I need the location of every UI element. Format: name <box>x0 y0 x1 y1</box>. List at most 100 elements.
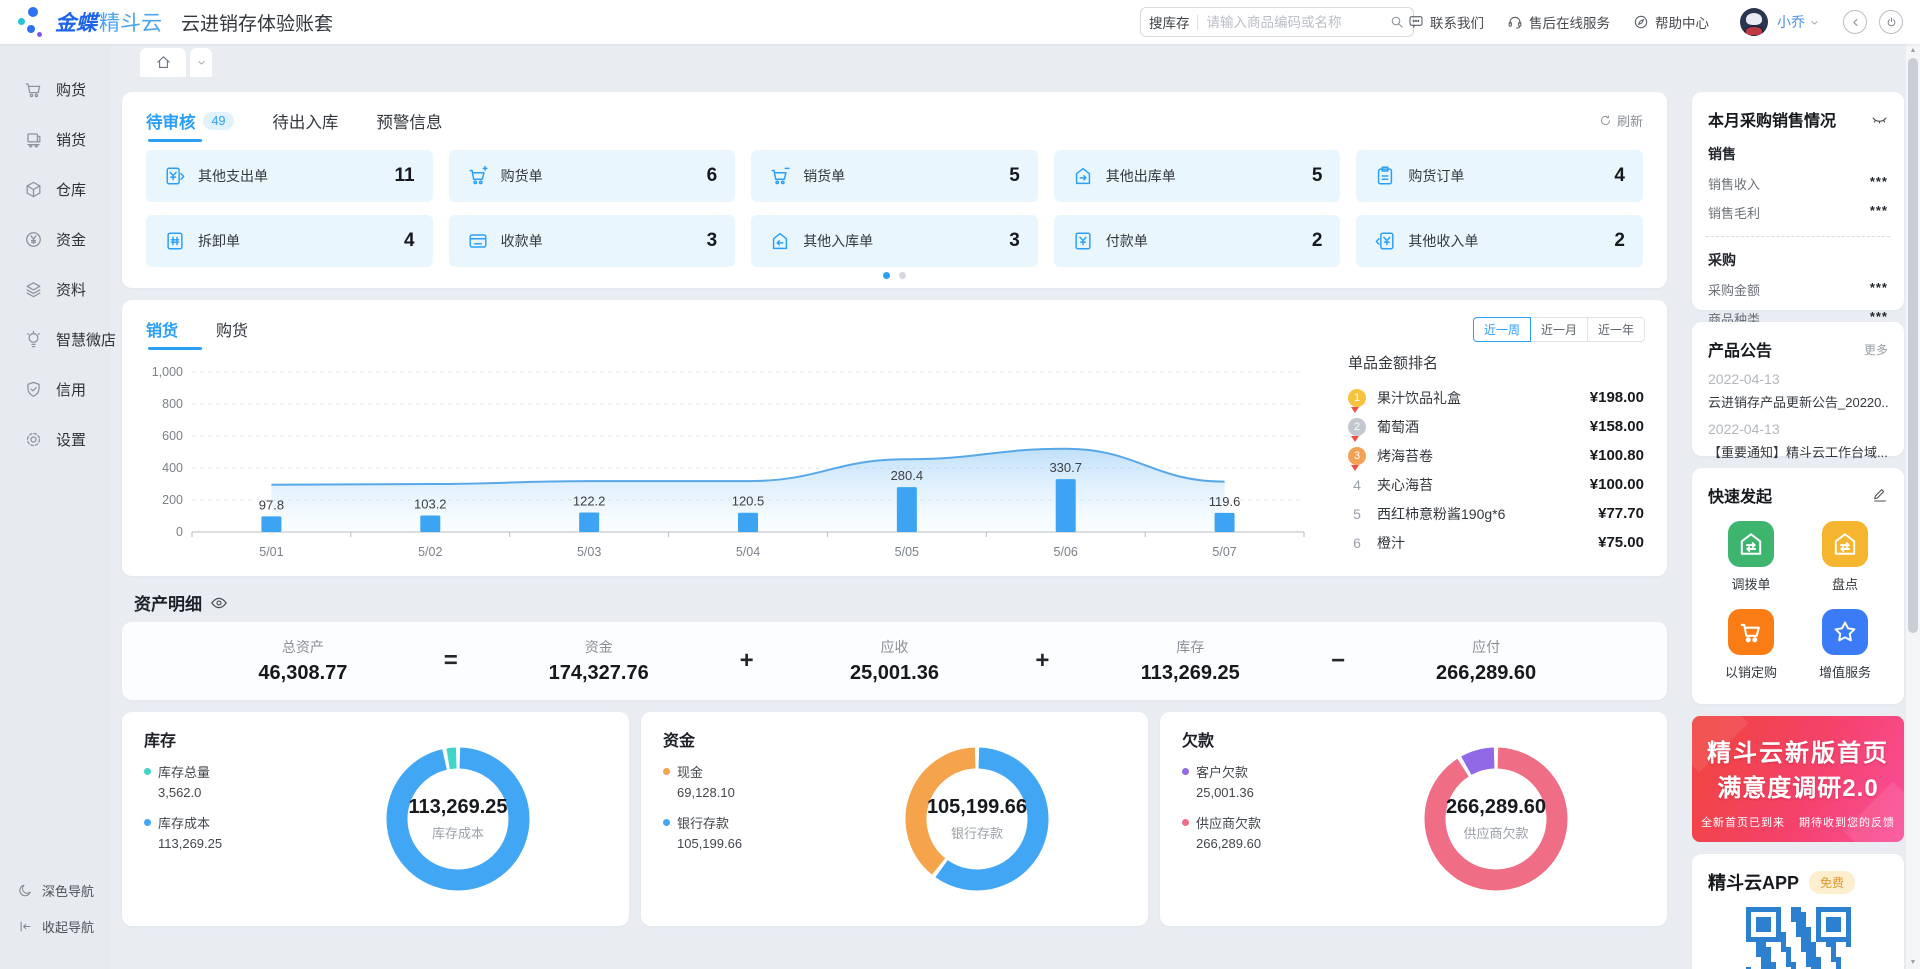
scroll-up-arrow[interactable]: ▲ <box>1906 47 1920 54</box>
search-input[interactable] <box>1205 14 1383 31</box>
assets-title-text: 资产明细 <box>134 590 202 615</box>
donut-chart-debt <box>1413 736 1579 902</box>
sidebar-item-funds[interactable]: 资金 <box>0 226 110 252</box>
ranking-list: 单品金额排名 1果汁饮品礼盒¥198.002葡萄酒¥158.003烤海苔卷¥10… <box>1348 352 1644 557</box>
todo-card-payment-bill[interactable]: 付款单2 <box>1054 215 1341 267</box>
equation-operator: − <box>1331 647 1345 675</box>
sidebar-footer-collapse-nav[interactable]: 收起导航 <box>0 915 110 937</box>
quick-action-stocktake[interactable]: 盘点 <box>1798 521 1892 593</box>
todo-card-label: 其他入库单 <box>803 231 997 251</box>
asset-card-funds: 资金 现金69,128.10银行存款105,199.66 105,199.66银… <box>641 712 1148 926</box>
todo-card-label: 销货单 <box>803 166 997 186</box>
refresh-button[interactable]: 刷新 <box>1599 111 1643 130</box>
ranking-title: 单品金额排名 <box>1348 352 1644 373</box>
todo-card-other-outbound-bill[interactable]: 其他出库单5 <box>1054 150 1341 202</box>
home-icon <box>155 54 172 71</box>
svg-text:5/05: 5/05 <box>895 545 919 559</box>
sidebar-item-data[interactable]: 资料 <box>0 276 110 302</box>
todo-card-disassembly-bill[interactable]: 拆卸单4 <box>146 215 433 267</box>
header-link-help-center[interactable]: 帮助中心 <box>1633 12 1709 32</box>
eye-closed-icon[interactable] <box>1871 111 1888 128</box>
app-panel-title: 精斗云APP <box>1708 869 1799 895</box>
pencil-icon[interactable] <box>1872 487 1888 503</box>
workspace-tabstrip <box>110 44 1920 77</box>
donut-legend: 现金69,128.10银行存款105,199.66 <box>663 762 742 864</box>
product-name: 夹心海苔 <box>1377 475 1579 495</box>
inventory-search[interactable]: 搜库存 <box>1140 7 1414 37</box>
scrollbar-thumb[interactable] <box>1908 58 1918 633</box>
todo-card-other-income-bill[interactable]: 其他收入单2 <box>1356 215 1643 267</box>
todo-card-other-expense-bill[interactable]: 其他支出单11 <box>146 150 433 202</box>
eye-icon[interactable] <box>210 594 228 612</box>
ranking-item[interactable]: 4夹心海苔¥100.00 <box>1348 470 1644 499</box>
todo-card-count: 6 <box>707 165 718 187</box>
sidebar-item-credit[interactable]: 信用 <box>0 376 110 402</box>
back-button[interactable] <box>1843 10 1867 34</box>
donut-chart-funds <box>894 736 1060 902</box>
todo-card-receipt-bill[interactable]: 收款单3 <box>449 215 736 267</box>
avatar[interactable] <box>1740 8 1768 36</box>
stat-value-masked: *** <box>1870 203 1888 222</box>
tab-list-dropdown[interactable] <box>190 48 212 77</box>
page-dot-2[interactable] <box>899 272 906 279</box>
sidebar-item-sale[interactable]: 销货 <box>0 126 110 152</box>
quick-action-order-by-sale[interactable]: 以销定购 <box>1704 609 1798 681</box>
todo-card-count: 4 <box>1614 165 1625 187</box>
ranking-item[interactable]: 6橙汁¥75.00 <box>1348 528 1644 557</box>
search-scope-label[interactable]: 搜库存 <box>1149 12 1190 32</box>
user-name: 小乔 <box>1777 12 1805 32</box>
survey-banner[interactable]: 精斗云新版首页 满意度调研2.0 全新首页已到来 期待收到您的反馈 <box>1692 716 1904 842</box>
ranking-item[interactable]: 3烤海苔卷¥100.80 <box>1348 441 1644 470</box>
svg-text:600: 600 <box>162 429 183 443</box>
equation-label: 应付 <box>1426 637 1546 657</box>
news-item[interactable]: 2022-04-13云进销存产品更新公告_20220... <box>1692 361 1904 411</box>
ranking-item[interactable]: 2葡萄酒¥158.00 <box>1348 412 1644 441</box>
quick-action-value-added-service[interactable]: 增值服务 <box>1798 609 1892 681</box>
equation-item-inventory: 库存113,269.25 <box>1130 637 1250 685</box>
tab-warning-info[interactable]: 预警信息 <box>376 109 442 133</box>
donut-chart-inventory <box>375 736 541 902</box>
search-icon[interactable] <box>1389 14 1405 30</box>
equation-label: 应收 <box>834 637 954 657</box>
filter-last-year[interactable]: 近一年 <box>1587 317 1645 342</box>
scroll-down-arrow[interactable]: ▼ <box>1906 959 1920 966</box>
trend-tab-sale[interactable]: 销货 <box>146 317 178 341</box>
ranking-item[interactable]: 1果汁饮品礼盒¥198.00 <box>1348 383 1644 412</box>
sidebar-item-warehouse[interactable]: 仓库 <box>0 176 110 202</box>
home-tab[interactable] <box>140 48 186 77</box>
logout-button[interactable] <box>1879 10 1903 34</box>
equation-item-payable: 应付266,289.60 <box>1426 637 1546 685</box>
page-dot-1[interactable] <box>883 272 890 279</box>
trend-tab-purchase[interactable]: 购货 <box>216 317 248 341</box>
more-link[interactable]: 更多 <box>1864 341 1888 358</box>
sidebar-item-microstore[interactable]: 智慧微店 <box>0 326 110 352</box>
todo-card-label: 收款单 <box>501 231 695 251</box>
tab-pending-audit[interactable]: 待审核49 <box>146 109 234 133</box>
quick-launch-panel: 快速发起 调拨单盘点以销定购增值服务 <box>1692 468 1904 704</box>
news-item[interactable]: 2022-04-13【重要通知】精斗云工作台域... <box>1692 411 1904 461</box>
header-link-after-sales-service[interactable]: 售后在线服务 <box>1507 12 1610 32</box>
moon-icon <box>18 883 33 898</box>
filter-last-month[interactable]: 近一月 <box>1530 317 1588 342</box>
quick-action-transfer-bill[interactable]: 调拨单 <box>1704 521 1798 593</box>
ranking-item[interactable]: 5西红柿意粉酱190g*6¥77.70 <box>1348 499 1644 528</box>
sidebar-item-purchase[interactable]: 购货 <box>0 76 110 102</box>
todo-card-other-inbound-bill[interactable]: 其他入库单 3 <box>751 215 1038 267</box>
svg-text:280.4: 280.4 <box>891 468 924 483</box>
sales-trend-chart: 02004006008001,00097.8103.2122.2120.5280… <box>140 352 1330 562</box>
todo-card-purchase-bill[interactable]: 购货单6 <box>449 150 736 202</box>
todo-card-count: 3 <box>1009 230 1020 252</box>
filter-last-week[interactable]: 近一周 <box>1473 317 1531 342</box>
todo-card-sale-bill[interactable]: 销货单5 <box>751 150 1038 202</box>
sidebar-item-settings[interactable]: 设置 <box>0 426 110 452</box>
user-menu[interactable]: 小乔 <box>1777 0 1820 44</box>
product-amount: ¥77.70 <box>1598 505 1644 522</box>
header-links: 联系我们 售后在线服务 帮助中心 <box>1408 0 1709 44</box>
todo-card-purchase-order[interactable]: 购货订单4 <box>1356 150 1643 202</box>
sidebar-footer-dark-nav[interactable]: 深色导航 <box>0 879 110 901</box>
brand-logo[interactable]: 金蝶精斗云 <box>14 5 162 39</box>
tab-pending-inout[interactable]: 待出入库 <box>272 109 338 133</box>
vertical-scrollbar: ▲ ▼ <box>1906 44 1920 969</box>
header-link-contact-us[interactable]: 联系我们 <box>1408 12 1484 32</box>
legend-dot <box>1182 768 1189 775</box>
